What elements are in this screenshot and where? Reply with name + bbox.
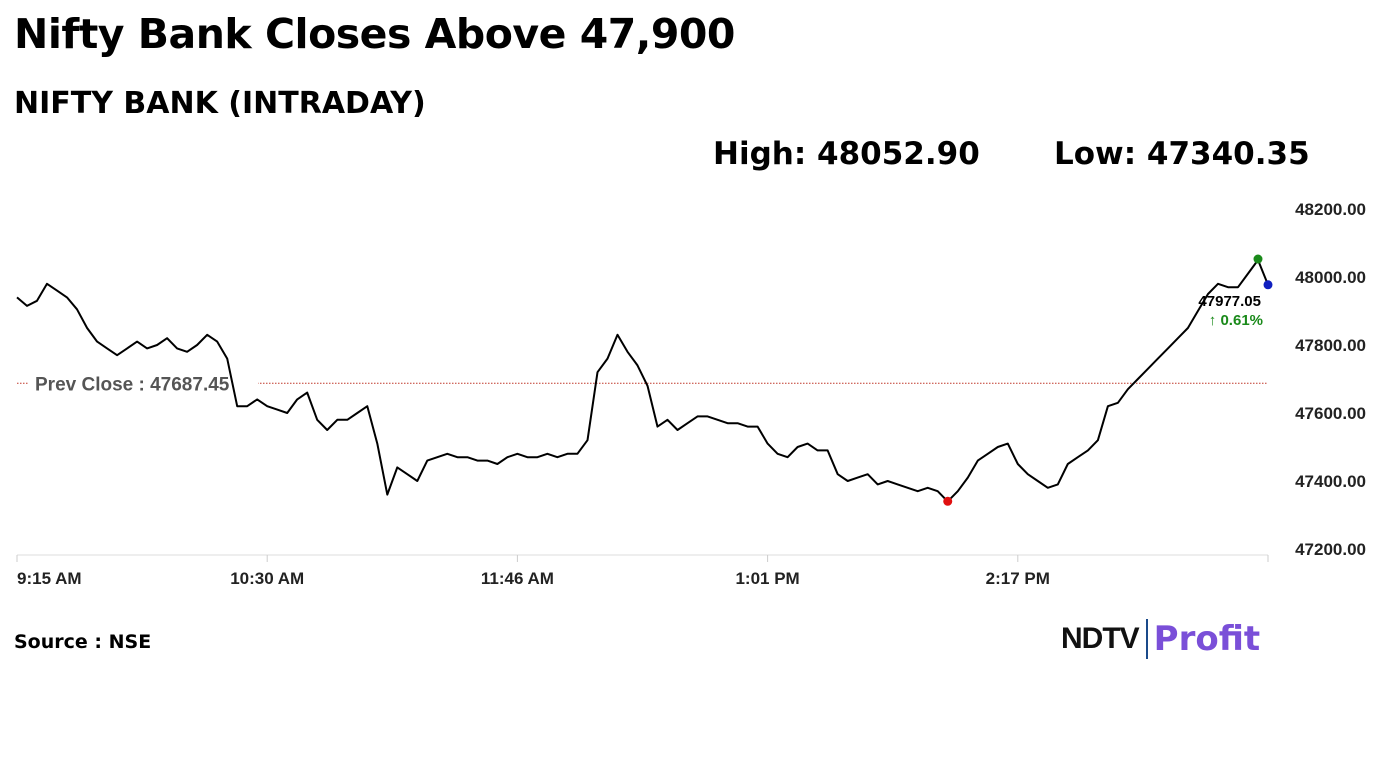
x-axis: 9:15 AM 10:30 AM 11:46 AM 1:01 PM 2:17 PM — [16, 554, 1269, 588]
ndtv-profit-logo: NDTV Profit — [1061, 617, 1260, 661]
prev-close-label-bg — [28, 370, 258, 395]
change-label: ↑ 0.61% — [1209, 312, 1263, 329]
y-tick-label: 47200.00 — [1295, 540, 1366, 559]
source-label: Source : NSE — [14, 631, 152, 653]
x-tick-label: 10:30 AM — [230, 569, 304, 588]
brand-ndtv: NDTV — [1061, 622, 1140, 655]
y-tick-label: 47400.00 — [1295, 472, 1366, 491]
prev-close-group: Prev Close : 47687.45 — [17, 370, 1268, 395]
last-value-label: 47977.05 — [1198, 293, 1261, 310]
y-tick-label: 47600.00 — [1295, 404, 1366, 423]
low-marker — [943, 496, 953, 506]
x-tick-label: 11:46 AM — [481, 569, 554, 588]
y-tick-label: 47800.00 — [1295, 336, 1366, 355]
chart-subtitle: NIFTY BANK (INTRADAY) — [14, 86, 426, 121]
high-value: High: 48052.90 — [713, 136, 980, 172]
brand-profit: Profit — [1153, 619, 1261, 659]
y-tick-label: 48000.00 — [1295, 268, 1366, 287]
high-marker — [1253, 254, 1263, 264]
x-tick-label: 2:17 PM — [986, 569, 1050, 588]
prev-close-label: Prev Close : 47687.45 — [35, 374, 230, 395]
x-tick-label: 9:15 AM — [17, 569, 82, 588]
headline: Nifty Bank Closes Above 47,900 — [14, 10, 735, 58]
series-line — [16, 259, 1269, 503]
y-axis: 47200.00 47400.00 47600.00 47800.00 48000.00… — [1295, 200, 1366, 559]
brand-divider — [1145, 619, 1148, 659]
low-value: Low: 47340.35 — [1054, 136, 1310, 172]
y-tick-label: 48200.00 — [1295, 200, 1366, 219]
markers-group: 47977.05 ↑ 0.61% — [943, 254, 1273, 506]
x-tick-label: 1:01 PM — [735, 569, 799, 588]
intraday-line-chart: 9:15 AM 10:30 AM 11:46 AM 1:01 PM 2:17 PM 47… — [16, 200, 1366, 588]
last-marker — [1263, 280, 1273, 290]
series-group — [16, 259, 1269, 503]
